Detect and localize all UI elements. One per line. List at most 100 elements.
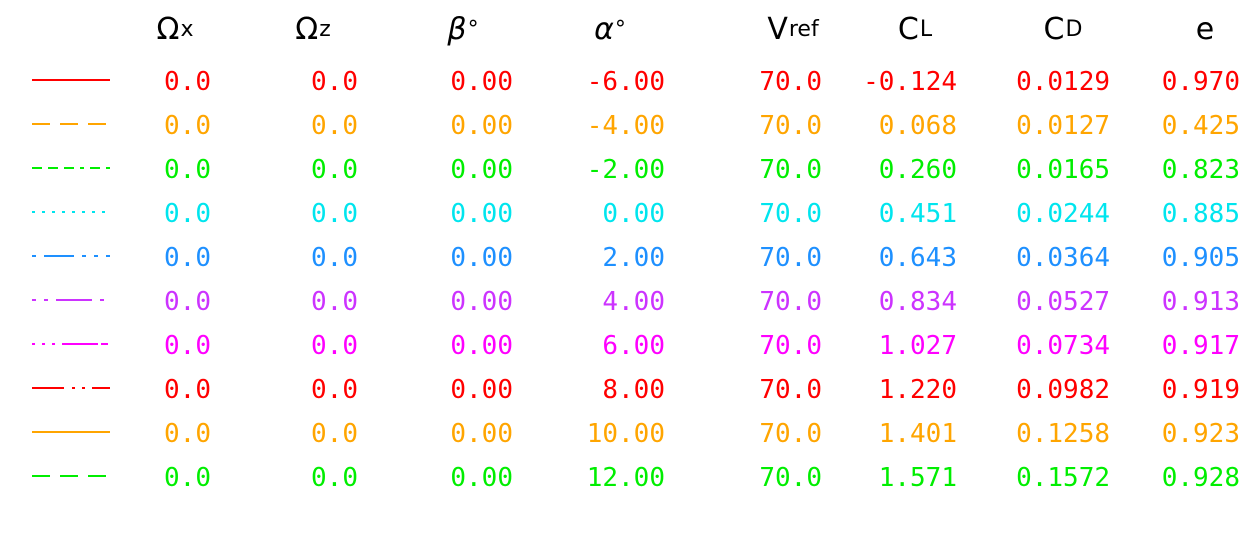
cell-omega-x: 0.0 [164, 463, 211, 493]
cell-omega-z: 0.0 [311, 375, 358, 405]
cell-v-ref: 70.0 [759, 243, 822, 273]
cell-omega-x: 0.0 [164, 111, 211, 141]
cell-v-ref: 70.0 [759, 155, 822, 185]
cell-alpha: 0.00 [602, 199, 665, 229]
cell-omega-z: 0.0 [311, 331, 358, 361]
cell-omega-x: 0.0 [164, 199, 211, 229]
cell-e: 0.905 [1161, 243, 1240, 273]
cell-v-ref: 70.0 [759, 67, 822, 97]
cell-e: 0.917 [1161, 331, 1240, 361]
cell-beta: 0.00 [450, 155, 513, 185]
line-style-sample [32, 211, 110, 213]
line-style-sample [32, 475, 110, 477]
cell-beta: 0.00 [450, 331, 513, 361]
cell-v-ref: 70.0 [759, 375, 822, 405]
line-style-sample [32, 387, 110, 389]
cell-omega-z: 0.0 [311, 67, 358, 97]
legend-row: 0.0 0.0 0.00 12.00 70.0 1.571 0.1572 0.928 [0, 456, 1259, 500]
cell-v-ref: 70.0 [759, 419, 822, 449]
cell-v-ref: 70.0 [759, 331, 822, 361]
cell-omega-z: 0.0 [311, 287, 358, 317]
legend-row: 0.0 0.0 0.00 -2.00 70.0 0.260 0.0165 0.823 [0, 148, 1259, 192]
cell-e: 0.425 [1161, 111, 1240, 141]
cell-cd: 0.0527 [1016, 287, 1110, 317]
cell-cl: 1.027 [878, 331, 957, 361]
cell-omega-x: 0.0 [164, 419, 211, 449]
cell-e: 0.928 [1161, 463, 1240, 493]
cell-beta: 0.00 [450, 199, 513, 229]
header-e: e [1195, 11, 1215, 47]
cell-omega-x: 0.0 [164, 67, 211, 97]
cell-alpha: -4.00 [586, 111, 665, 141]
cell-omega-z: 0.0 [311, 111, 358, 141]
cell-omega-z: 0.0 [311, 419, 358, 449]
cell-alpha: -2.00 [586, 155, 665, 185]
legend-row: 0.0 0.0 0.00 4.00 70.0 0.834 0.0527 0.913 [0, 280, 1259, 324]
line-style-sample [32, 299, 110, 301]
cell-alpha: 12.00 [586, 463, 665, 493]
legend-row: 0.0 0.0 0.00 0.00 70.0 0.451 0.0244 0.885 [0, 192, 1259, 236]
cell-cd: 0.0982 [1016, 375, 1110, 405]
cell-beta: 0.00 [450, 287, 513, 317]
legend-row: 0.0 0.0 0.00 -4.00 70.0 0.068 0.0127 0.425 [0, 104, 1259, 148]
cell-alpha: 8.00 [602, 375, 665, 405]
cell-cl: 0.643 [878, 243, 957, 273]
cell-beta: 0.00 [450, 67, 513, 97]
cell-cl: 1.571 [878, 463, 957, 493]
legend-row: 0.0 0.0 0.00 10.00 70.0 1.401 0.1258 0.923 [0, 412, 1259, 456]
legend-row: 0.0 0.0 0.00 6.00 70.0 1.027 0.0734 0.917 [0, 324, 1259, 368]
cell-v-ref: 70.0 [759, 199, 822, 229]
cell-omega-x: 0.0 [164, 243, 211, 273]
cell-e: 0.823 [1161, 155, 1240, 185]
cell-omega-z: 0.0 [311, 463, 358, 493]
legend-row: 0.0 0.0 0.00 -6.00 70.0 -0.124 0.0129 0.970 [0, 60, 1259, 104]
cell-cd: 0.1258 [1016, 419, 1110, 449]
header-beta: β ° [447, 11, 479, 47]
cell-alpha: 6.00 [602, 331, 665, 361]
legend-row: 0.0 0.0 0.00 2.00 70.0 0.643 0.0364 0.905 [0, 236, 1259, 280]
line-style-sample [32, 79, 110, 81]
cell-omega-z: 0.0 [311, 243, 358, 273]
cell-cl: 0.834 [878, 287, 957, 317]
cell-cl: 1.220 [878, 375, 957, 405]
cell-cd: 0.1572 [1016, 463, 1110, 493]
cell-beta: 0.00 [450, 419, 513, 449]
cell-beta: 0.00 [450, 243, 513, 273]
cell-cl: 0.451 [878, 199, 957, 229]
cell-omega-z: 0.0 [311, 155, 358, 185]
cell-e: 0.923 [1161, 419, 1240, 449]
cell-omega-x: 0.0 [164, 375, 211, 405]
header-alpha: α ° [594, 11, 626, 47]
cell-e: 0.913 [1161, 287, 1240, 317]
cell-cl: 0.068 [878, 111, 957, 141]
cell-omega-x: 0.0 [164, 287, 211, 317]
cell-cd: 0.0127 [1016, 111, 1110, 141]
cell-beta: 0.00 [450, 111, 513, 141]
cell-v-ref: 70.0 [759, 287, 822, 317]
cell-cd: 0.0165 [1016, 155, 1110, 185]
cell-e: 0.919 [1161, 375, 1240, 405]
cell-v-ref: 70.0 [759, 111, 822, 141]
cell-cl: 0.260 [878, 155, 957, 185]
cell-cl: 1.401 [878, 419, 957, 449]
cell-omega-z: 0.0 [311, 199, 358, 229]
line-style-sample [32, 431, 110, 433]
line-style-sample [32, 167, 110, 169]
cell-cl: -0.124 [863, 67, 957, 97]
cell-alpha: -6.00 [586, 67, 665, 97]
cell-e: 0.970 [1161, 67, 1240, 97]
line-style-sample [32, 255, 110, 257]
cell-cd: 0.0129 [1016, 67, 1110, 97]
cell-omega-x: 0.0 [164, 331, 211, 361]
cell-e: 0.885 [1161, 199, 1240, 229]
legend-row: 0.0 0.0 0.00 8.00 70.0 1.220 0.0982 0.919 [0, 368, 1259, 412]
cell-cd: 0.0244 [1016, 199, 1110, 229]
cell-alpha: 2.00 [602, 243, 665, 273]
cell-beta: 0.00 [450, 375, 513, 405]
line-style-sample [32, 343, 110, 345]
